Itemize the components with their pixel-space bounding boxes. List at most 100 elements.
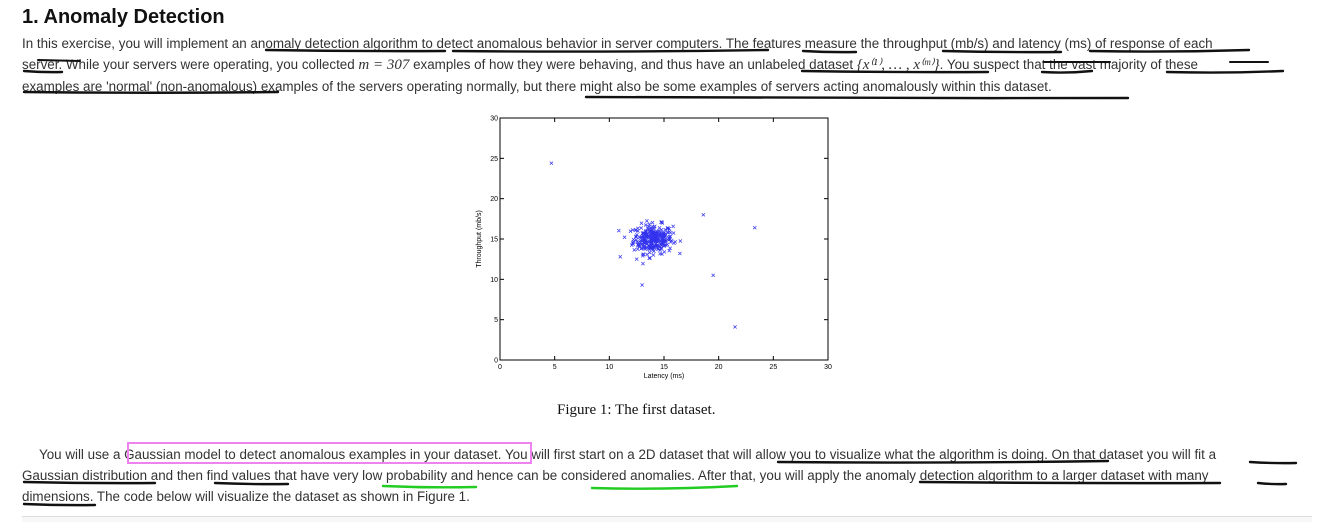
x-tick-label: 20: [715, 364, 723, 371]
data-point: [650, 246, 655, 250]
data-point: [642, 244, 647, 248]
data-point: [635, 247, 640, 251]
data-point: [678, 239, 683, 243]
data-point: [662, 243, 667, 248]
intro-line-1: In this exercise, you will implement an …: [22, 36, 1213, 51]
x-tick-label: 5: [553, 364, 557, 371]
data-point: [659, 245, 664, 250]
data-point: [651, 253, 656, 257]
data-point: [636, 240, 641, 245]
data-point: [647, 256, 652, 260]
x-tick-label: 25: [769, 364, 777, 371]
intro-line-2-start: server. While your servers were operatin…: [22, 57, 359, 72]
data-point: [632, 247, 637, 252]
data-point: [667, 248, 672, 253]
outlier-point: [640, 283, 644, 287]
intro-paragraph: In this exercise, you will implement an …: [22, 33, 1312, 97]
figure-caption: Figure 1: The first dataset.: [557, 402, 716, 418]
data-point: [643, 223, 648, 227]
data-point: [660, 234, 665, 238]
x-axis-label: Latency (ms): [644, 373, 684, 380]
outlier-point: [634, 257, 639, 262]
data-point: [671, 231, 676, 235]
data-point: [658, 248, 662, 253]
intro-line-2-middle: examples of how they were behaving, and …: [409, 57, 857, 72]
data-point: [634, 234, 638, 239]
data-point: [631, 239, 636, 244]
intro-line-2-end: . You suspect that the vast majority of …: [939, 57, 1198, 72]
y-axis-label: Throughput (mb/s): [476, 210, 483, 268]
data-point: [668, 246, 672, 251]
section-heading: 1. Anomaly Detection: [22, 6, 225, 28]
outlier-point: [711, 273, 716, 278]
data-point: [643, 240, 647, 245]
sample-count-math: m = 307: [358, 57, 410, 73]
data-point: [636, 226, 640, 231]
data-point: [641, 261, 645, 266]
data-point: [666, 237, 671, 241]
data-point: [645, 219, 649, 223]
data-point: [659, 227, 664, 232]
data-point: [636, 229, 640, 233]
data-point: [665, 226, 670, 230]
ink-underline: [584, 95, 1130, 100]
data-point: [646, 244, 651, 248]
data-point: [661, 232, 666, 236]
data-point: [634, 235, 638, 239]
data-point: [647, 247, 652, 252]
highlight-box: [127, 442, 532, 464]
intro-line-2: server. While your servers were operatin…: [22, 54, 1312, 76]
dataset-set-math: {x⁽¹⁾, … , x⁽ᵐ⁾}: [856, 57, 940, 73]
data-point: [664, 238, 669, 243]
data-point: [671, 224, 676, 229]
data-point: [645, 232, 650, 237]
data-point: [641, 252, 646, 257]
outro-line-2: Gaussian distribution and then find valu…: [22, 468, 1209, 483]
outro-paragraph: You will use a Gaussian model to detect …: [22, 444, 1312, 507]
data-point: [678, 251, 682, 256]
y-tick-label: 30: [490, 116, 498, 123]
data-point: [673, 239, 678, 244]
data-point: [645, 252, 649, 257]
outlier-point: [752, 225, 757, 230]
data-point: [655, 236, 660, 241]
data-point: [641, 252, 645, 257]
outlier-point: [549, 161, 554, 166]
data-point: [668, 230, 673, 235]
data-point: [622, 235, 627, 240]
data-point: [640, 231, 645, 236]
data-point: [661, 238, 665, 243]
y-tick-label: 5: [494, 317, 498, 324]
scatter-plot: 0 5 10 15 20 25 30 0 5 10 15 20 25 30 Latency (ms) Thro…: [476, 116, 832, 381]
data-point: [648, 256, 652, 260]
y-tick-label: 20: [490, 196, 498, 203]
data-point: [668, 240, 673, 244]
outlier-point: [701, 212, 706, 217]
outro-line-1: You will use a Gaussian model to detect …: [39, 447, 1217, 462]
data-point: [650, 220, 655, 225]
data-point: [652, 224, 657, 229]
data-point: [644, 235, 649, 240]
data-point: [647, 239, 651, 244]
data-point: [648, 233, 653, 238]
data-point: [658, 239, 662, 244]
data-point: [647, 250, 652, 255]
data-point: [634, 227, 638, 232]
outlier-point: [618, 254, 623, 259]
data-point: [637, 235, 642, 240]
x-tick-label: 15: [660, 364, 668, 371]
data-point: [649, 226, 654, 230]
data-point: [667, 236, 671, 240]
y-tick-label: 10: [490, 277, 498, 284]
data-point: [645, 226, 650, 230]
x-tick-label: 10: [605, 364, 613, 371]
x-tick-label: 30: [824, 364, 832, 371]
data-point: [656, 243, 660, 248]
data-point: [647, 222, 652, 227]
data-point: [659, 242, 663, 247]
data-point: [646, 224, 651, 229]
outro-line-3: dimensions. The code below will visualiz…: [22, 489, 470, 504]
data-point: [652, 226, 656, 231]
intro-line-3: examples are 'normal' (non-anomalous) ex…: [22, 79, 1052, 94]
data-point: [656, 246, 660, 251]
